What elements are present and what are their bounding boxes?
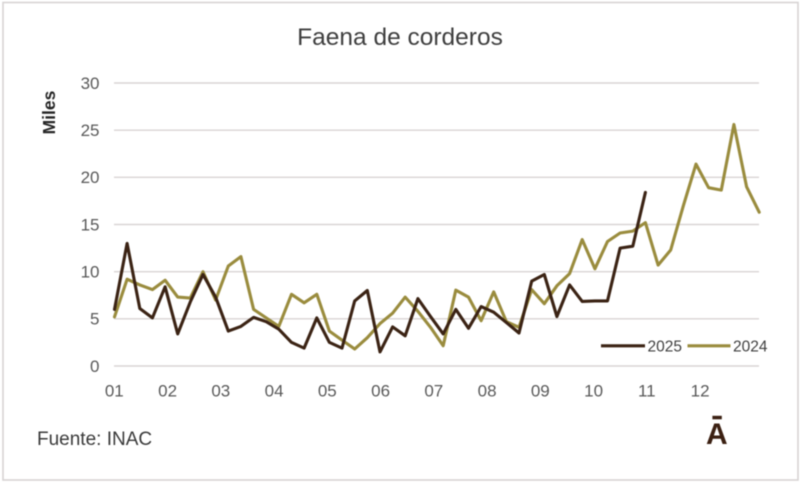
svg-text:Fuente: INAC: Fuente: INAC <box>37 429 152 450</box>
svg-text:Faena de corderos: Faena de corderos <box>297 24 503 51</box>
svg-text:0: 0 <box>90 357 99 376</box>
svg-text:02: 02 <box>158 382 177 401</box>
svg-text:15: 15 <box>81 215 100 234</box>
svg-text:04: 04 <box>265 382 284 401</box>
svg-text:09: 09 <box>531 382 550 401</box>
svg-text:03: 03 <box>211 382 230 401</box>
svg-text:30: 30 <box>81 74 100 93</box>
svg-text:A: A <box>706 418 728 451</box>
svg-text:01: 01 <box>105 382 124 401</box>
svg-text:2025: 2025 <box>648 338 682 355</box>
svg-text:10: 10 <box>81 263 100 282</box>
svg-text:20: 20 <box>81 168 100 187</box>
svg-text:06: 06 <box>371 382 390 401</box>
svg-text:10: 10 <box>584 382 603 401</box>
svg-text:05: 05 <box>318 382 337 401</box>
svg-text:12: 12 <box>691 382 710 401</box>
svg-text:25: 25 <box>81 121 100 140</box>
svg-text:Miles: Miles <box>39 90 59 134</box>
svg-text:2024: 2024 <box>733 338 768 355</box>
svg-text:11: 11 <box>638 382 656 401</box>
svg-text:07: 07 <box>424 382 443 401</box>
svg-text:08: 08 <box>478 382 497 401</box>
svg-text:5: 5 <box>90 310 99 329</box>
